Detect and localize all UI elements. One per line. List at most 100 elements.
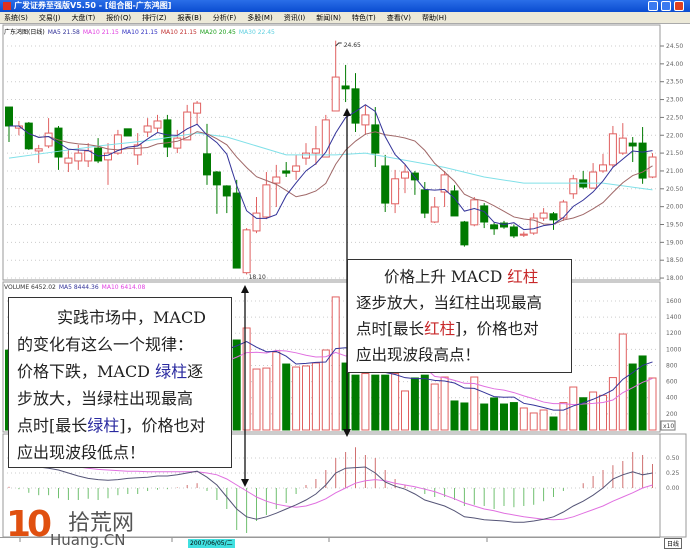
volume-bar [331, 296, 340, 431]
volume-tick-label: 1200 [666, 330, 681, 337]
menu-item[interactable]: 分析(F) [212, 14, 237, 22]
volume-bar [608, 377, 617, 431]
legend-item: MA10 21.15 [82, 29, 119, 36]
volume-bar [569, 386, 578, 431]
volume-bar [440, 376, 449, 431]
volume-panel [2, 281, 661, 433]
price-tick-label: 22.50 [666, 114, 683, 121]
close-button[interactable] [674, 1, 684, 11]
volume-bar [341, 362, 350, 431]
candle-down [638, 142, 647, 179]
legend-item: MA30 22.45 [238, 29, 275, 36]
candle-up [608, 133, 617, 166]
candle-down [24, 122, 33, 150]
candle-up [44, 132, 53, 147]
candle-up [292, 165, 301, 172]
menu-item[interactable]: 交易(J) [38, 14, 61, 22]
menu-item[interactable]: 报表(B) [177, 14, 202, 22]
logo-en: Huang.CN [50, 531, 126, 549]
volume-bar [430, 383, 439, 431]
note-line: 应出现波段高点！ [356, 346, 481, 364]
candle-down [490, 224, 499, 230]
maximize-button[interactable] [661, 1, 671, 11]
candle-up [648, 156, 657, 178]
legend-item: MA10 21.15 [160, 29, 197, 36]
volume-bar [480, 403, 489, 431]
price-tick-label: 19.50 [666, 222, 683, 229]
period-button[interactable]: 日线 [664, 538, 683, 549]
volume-unit-label: x10 [663, 423, 674, 430]
note-text: 点时[最长 [356, 320, 425, 338]
volume-bar [529, 412, 538, 431]
minimize-button[interactable] [648, 1, 658, 11]
candle-up [153, 120, 162, 129]
candle-up [539, 212, 548, 219]
candle-down [123, 128, 132, 137]
menu-item[interactable]: 新闻(N) [316, 14, 341, 22]
macd-tick-label: 0.50 [666, 455, 680, 462]
candle-up [618, 137, 627, 154]
note-line: 步放大，当绿柱出现最高 [17, 389, 194, 408]
price-tick-label: 23.50 [666, 79, 683, 86]
volume-legend: VOLUME 6452.02 MA5 8444.36 MA10 6414.08 [4, 284, 148, 291]
candle-up [529, 217, 538, 234]
note-highlight: 红柱 [507, 268, 539, 286]
legend-item: MA20 20.45 [199, 29, 236, 36]
volume-bar [460, 402, 469, 431]
menu-item[interactable]: 排行(Z) [142, 14, 167, 22]
menu-bar: 系统(S) 交易(J) 大盘(T) 报价(Q) 排行(Z) 报表(B) 分析(F) 多股(M)… [0, 12, 690, 24]
candle-up [519, 233, 528, 236]
volume-bar [500, 403, 508, 431]
volume-bar [292, 366, 301, 431]
candle-down [203, 153, 211, 176]
price-tick-label: 20.00 [666, 204, 683, 211]
candle-up [321, 119, 330, 158]
menu-item[interactable]: 多股(M) [247, 14, 273, 22]
menu-item[interactable]: 报价(Q) [106, 14, 132, 22]
candle-down [420, 189, 429, 214]
arrowhead-down-icon [241, 479, 249, 487]
price-tick-label: 24.50 [666, 43, 683, 50]
volume-bar [559, 402, 568, 431]
candle-up [34, 148, 43, 152]
menu-item[interactable]: 查看(V) [386, 14, 411, 22]
candle-up [440, 174, 449, 193]
volume-bar [599, 394, 607, 431]
candle-up [302, 152, 310, 159]
candle-down [480, 205, 489, 223]
menu-item[interactable]: 资讯(I) [283, 14, 306, 22]
candle-down [351, 88, 360, 124]
menu-item[interactable]: 大盘(T) [71, 14, 96, 22]
menu-item[interactable]: 特色(T) [351, 14, 376, 22]
ma10-line [9, 125, 653, 225]
candle-down [450, 190, 459, 217]
candle-down [232, 192, 241, 269]
candle-down [371, 124, 380, 154]
volume-bar [401, 390, 409, 431]
volume-bar [589, 391, 598, 431]
volume-bar [628, 363, 637, 431]
legend-item: MA10 21.15 [121, 29, 158, 36]
candle-up [74, 152, 83, 162]
ma30-line [8, 132, 653, 191]
dif-line [8, 460, 653, 523]
menu-item[interactable]: 帮助(H) [421, 14, 447, 22]
date-axis: 2007/06/05/二 [0, 537, 660, 548]
price-legend: 广东鸿图(日线) MA5 21.58 MA10 21.15 MA10 21.15 MA1… [4, 27, 278, 36]
candle-up [470, 199, 479, 226]
annotation-box-green: 实践市场中，MACD 的变化有这么一个规律： 价格下跌，MACD 绿柱逐 步放大… [8, 297, 232, 468]
candle-down [549, 213, 558, 221]
note-highlight: 绿柱 [155, 362, 188, 381]
note-line: 点时[最长红柱]，价格也对 [356, 316, 563, 342]
price-tick-label: 19.00 [666, 239, 683, 246]
volume-tick-label: 600 [666, 379, 678, 386]
volume-tick-label: 400 [666, 395, 678, 402]
price-tick-label: 22.00 [666, 132, 683, 139]
volume-bar [490, 397, 499, 431]
volume-bar [410, 377, 419, 431]
menu-item[interactable]: 系统(S) [4, 14, 28, 22]
volume-bar [648, 377, 657, 431]
candle-down [212, 171, 221, 186]
annotation-box-red: 价格上升 MACD 红柱 逐步放大，当红柱出现最高 点时[最长红柱]，价格也对 … [347, 259, 572, 373]
candle-up [84, 150, 93, 162]
